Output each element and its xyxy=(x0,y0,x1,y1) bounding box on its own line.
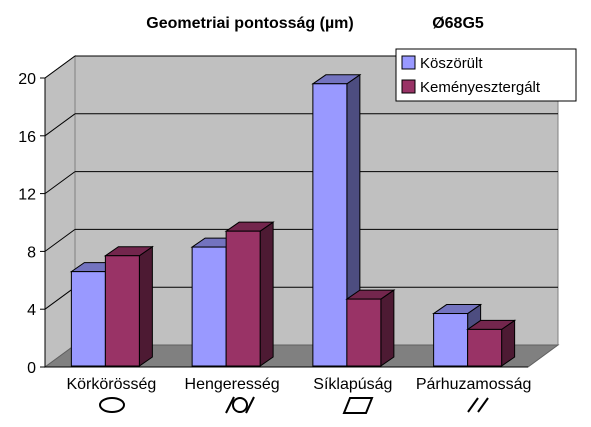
y-tick-label: 12 xyxy=(18,187,36,204)
y-tick-label: 16 xyxy=(18,129,36,146)
x-tick-label: Párhuzamosság xyxy=(416,376,532,393)
legend-swatch-koszorult xyxy=(401,55,416,70)
x-axis-labels: Körkörösség Hengeresség Síklapúság Párhuzam… xyxy=(66,376,531,393)
parallelism-symbol xyxy=(467,397,489,413)
gridline xyxy=(44,113,76,137)
legend-box xyxy=(395,48,577,102)
bar-kemenyesztergalt xyxy=(224,221,275,367)
circle-symbol xyxy=(99,397,125,413)
bar-kemenyesztergalt xyxy=(466,319,517,367)
legend-label-koszorult: Köszörült xyxy=(420,55,483,72)
legend: Köszörült Keményesztergált xyxy=(395,48,577,102)
bar-kemenyesztergalt xyxy=(103,245,154,367)
x-tick-label: Hengeresség xyxy=(185,376,280,393)
flatness-symbol xyxy=(342,397,374,414)
cylindricity-symbol xyxy=(225,396,255,414)
x-tick-label: Síklapúság xyxy=(313,376,392,393)
y-axis-ticks: 0 4 8 12 16 20 xyxy=(18,71,45,377)
gridline xyxy=(44,55,76,79)
y-tick-label: 0 xyxy=(27,360,36,377)
gridline xyxy=(44,171,76,195)
y-tick-label: 20 xyxy=(18,71,36,88)
y-tick-label: 4 xyxy=(27,302,36,319)
legend-label-kemenyesztergalt: Keményesztergált xyxy=(420,79,541,96)
side-wall xyxy=(44,55,76,368)
x-tick-label: Körkörösség xyxy=(66,376,156,393)
y-tick-label: 8 xyxy=(27,244,36,261)
gridline xyxy=(44,286,76,310)
chart-title: Geometriai pontosság (µm) xyxy=(146,15,353,32)
chart-subtitle: Ø68G5 xyxy=(432,15,484,32)
gridline xyxy=(44,228,76,252)
legend-swatch-kemenyesztergalt xyxy=(401,79,416,94)
bar-kemenyesztergalt xyxy=(345,289,396,367)
bars xyxy=(69,73,517,367)
